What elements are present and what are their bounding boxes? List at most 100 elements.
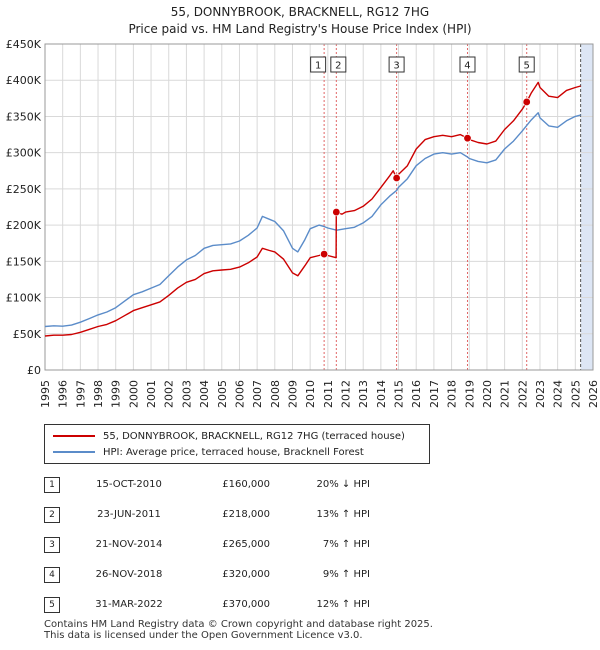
sale-date: 15-OCT-2010 [96, 479, 162, 490]
forecast-shade [580, 44, 593, 370]
title-line-2: Price paid vs. HM Land Registry's House … [128, 22, 472, 36]
x-tick-label: 2004 [198, 380, 211, 408]
x-tick-label: 2005 [216, 380, 229, 408]
x-tick-label: 2000 [127, 380, 140, 408]
plot-area [45, 44, 593, 370]
sale-point [522, 97, 531, 107]
y-tick-label: £50K [13, 328, 42, 341]
x-tick-label: 2012 [340, 380, 353, 408]
y-tick-label: £450K [6, 38, 42, 51]
x-tick-label: 2013 [357, 380, 370, 408]
sale-label-box [388, 56, 405, 73]
x-tick-label: 1999 [110, 380, 123, 408]
plot-frame [44, 43, 594, 371]
x-tick-label: 2019 [463, 380, 476, 408]
chart-legend: 55, DONNYBROOK, BRACKNELL, RG12 7HG (ter… [44, 424, 430, 464]
x-tick-label: 2003 [180, 380, 193, 408]
x-tick-label: 2026 [587, 380, 600, 408]
x-tick-label: 2022 [516, 380, 529, 408]
x-tick-label: 1997 [74, 380, 87, 408]
y-tick-label: £300K [6, 147, 42, 160]
sale-label: 4 [464, 61, 470, 72]
sale-date: 21-NOV-2014 [95, 539, 163, 550]
sale-date: 31-MAR-2022 [95, 599, 163, 610]
sale-point [392, 173, 401, 183]
sale-price: £265,000 [222, 539, 270, 550]
price-series-line [44, 81, 581, 337]
x-tick-label: 2007 [251, 380, 264, 408]
price-chart: 1 2 3 4 5 £0 £50K £100K £150K £200K £250K £300K £350… [6, 38, 600, 408]
sale-price: £370,000 [222, 599, 270, 610]
y-tick-label: £250K [6, 183, 42, 196]
x-tick-label: 2011 [322, 380, 335, 408]
x-tick-label: 2024 [552, 380, 565, 408]
x-tick-label: 2009 [286, 380, 299, 408]
sale-label: 3 [393, 61, 399, 72]
sale-hpi-diff: 13% ↑ HPI [316, 509, 370, 520]
x-tick-label: 2014 [375, 380, 388, 408]
sale-hpi-diff: 20% ↓ HPI [316, 479, 370, 490]
sale-row: 2 23-JUN-2011 £218,000 13% ↑ HPI [0, 504, 600, 524]
sale-date: 26-NOV-2018 [95, 569, 163, 580]
x-tick-label: 2006 [233, 380, 246, 408]
sale-hpi-diff: 7% ↑ HPI [322, 539, 370, 550]
x-tick-label: 2025 [569, 380, 582, 408]
x-tick-label: 2016 [410, 380, 423, 408]
sale-number: 2 [44, 507, 60, 523]
sale-label: 5 [524, 61, 530, 72]
sale-hpi-diff: 9% ↑ HPI [322, 569, 370, 580]
x-tick-label: 2017 [428, 380, 441, 408]
sale-price: £320,000 [222, 569, 270, 580]
footer-line-2: This data is licensed under the Open Gov… [44, 630, 363, 641]
legend-hpi-label: HPI: Average price, terraced house, Brac… [103, 446, 364, 458]
sale-row: 4 26-NOV-2018 £320,000 9% ↑ HPI [0, 564, 600, 584]
sale-point [332, 207, 341, 217]
legend-hpi-swatch [53, 451, 95, 453]
sale-number: 5 [44, 597, 60, 613]
x-tick-label: 2010 [304, 380, 317, 408]
sale-label-box [310, 56, 327, 73]
sale-row: 3 21-NOV-2014 £265,000 7% ↑ HPI [0, 534, 600, 554]
x-tick-label: 1996 [57, 380, 70, 408]
y-tick-label: £400K [6, 74, 42, 87]
sale-row: 1 15-OCT-2010 £160,000 20% ↓ HPI [0, 474, 600, 494]
sale-point [463, 133, 472, 143]
sale-label: 1 [315, 61, 321, 72]
y-tick-label: £350K [6, 110, 42, 123]
x-tick-label: 2002 [163, 380, 176, 408]
x-tick-label: 2020 [481, 380, 494, 408]
x-tick-label: 2018 [446, 380, 459, 408]
hpi-series-line [44, 112, 581, 328]
footer-line-1: Contains HM Land Registry data © Crown c… [44, 619, 433, 630]
x-tick-label: 1998 [92, 380, 105, 408]
legend-item-price: 55, DONNYBROOK, BRACKNELL, RG12 7HG (ter… [45, 428, 405, 444]
x-tick-label: 2023 [534, 380, 547, 408]
sale-number: 1 [44, 477, 60, 493]
sale-number: 4 [44, 567, 60, 583]
x-tick-label: 1995 [39, 380, 52, 408]
legend-price-swatch [53, 435, 95, 437]
sale-number: 3 [44, 537, 60, 553]
y-tick-label: £200K [6, 219, 42, 232]
x-tick-label: 2021 [499, 380, 512, 408]
x-tick-label: 2001 [145, 380, 158, 408]
y-tick-label: £0 [27, 364, 41, 377]
x-tick-label: 2008 [269, 380, 282, 408]
chart-title: 55, DONNYBROOK, BRACKNELL, RG12 7HG Pric… [0, 4, 600, 38]
x-tick-label: 2015 [393, 380, 406, 408]
sale-hpi-diff: 12% ↑ HPI [316, 599, 370, 610]
sale-point [319, 249, 329, 259]
legend-price-label: 55, DONNYBROOK, BRACKNELL, RG12 7HG (ter… [103, 430, 405, 442]
sale-label-box [330, 56, 347, 73]
footer-attribution: Contains HM Land Registry data © Crown c… [44, 619, 433, 641]
sale-label-box [518, 56, 535, 73]
sale-label-box [459, 56, 476, 73]
sale-date: 23-JUN-2011 [97, 509, 161, 520]
sale-price: £160,000 [222, 479, 270, 490]
y-tick-label: £150K [6, 255, 42, 268]
sale-label: 2 [335, 61, 341, 72]
title-line-1: 55, DONNYBROOK, BRACKNELL, RG12 7HG [170, 5, 430, 19]
y-tick-label: £100K [6, 292, 42, 305]
sale-price: £218,000 [222, 509, 270, 520]
sale-row: 5 31-MAR-2022 £370,000 12% ↑ HPI [0, 594, 600, 614]
